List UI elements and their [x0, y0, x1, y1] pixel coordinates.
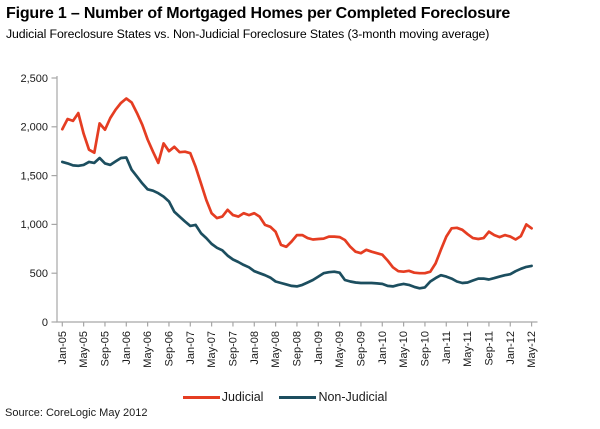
x-tick-label: Sep-08 — [291, 331, 303, 366]
x-tick-label: Sep-10 — [419, 331, 431, 366]
y-tick-label: 2,000 — [20, 122, 48, 134]
source-note: Source: CoreLogic May 2012 — [5, 407, 148, 419]
non-judicial-line-swatch — [279, 395, 317, 399]
y-tick-label: 500 — [30, 268, 48, 280]
x-tick-label: Jan-05 — [57, 331, 69, 365]
x-tick-label: May-11 — [462, 331, 474, 367]
series-line-non-judicial — [60, 156, 533, 290]
x-tick-label: May-09 — [334, 331, 346, 368]
judicial-line-swatch — [182, 395, 220, 399]
x-tick-label: Sep-11 — [483, 331, 495, 366]
chart-title: Figure 1 – Number of Mortgaged Homes per… — [6, 5, 511, 22]
x-tick-label: Jan-07 — [185, 331, 197, 365]
x-tick-label: Jan-08 — [249, 331, 261, 365]
x-tick-label: Sep-07 — [227, 331, 239, 366]
x-tick-label: Sep-09 — [355, 331, 367, 366]
x-tick-label: May-12 — [526, 331, 538, 368]
y-tick-label: 2,500 — [20, 73, 48, 85]
series-line-judicial — [60, 97, 533, 275]
x-tick-label: May-06 — [142, 331, 154, 368]
x-tick-label: Jan-09 — [313, 331, 325, 365]
legend-item-non-judicial: Non-Judicial — [279, 390, 387, 404]
legend-label-non-judicial: Non-Judicial — [318, 390, 388, 404]
x-tick-label: Jan-10 — [377, 331, 389, 365]
x-tick-label: May-08 — [270, 331, 282, 368]
x-tick-label: Sep-05 — [99, 331, 111, 366]
x-tick-label: May-07 — [206, 331, 218, 368]
legend-item-judicial: Judicial — [182, 390, 264, 404]
y-tick-label: 1,500 — [20, 170, 48, 182]
x-tick-label: Jan-06 — [121, 331, 133, 365]
y-tick-label: 1,000 — [20, 219, 48, 231]
chart-legend: Judicial Non-Judicial — [0, 390, 570, 404]
x-tick-label: Sep-06 — [163, 331, 175, 366]
x-tick-label: Jan-11 — [441, 331, 453, 364]
y-tick-label: 0 — [42, 317, 48, 329]
x-tick-label: May-10 — [398, 331, 410, 368]
x-tick-label: May-05 — [78, 331, 90, 368]
x-tick-label: Jan-12 — [505, 331, 517, 365]
chart-subtitle: Judicial Foreclosure States vs. Non-Judi… — [6, 27, 490, 41]
legend-label-judicial: Judicial — [221, 390, 264, 404]
